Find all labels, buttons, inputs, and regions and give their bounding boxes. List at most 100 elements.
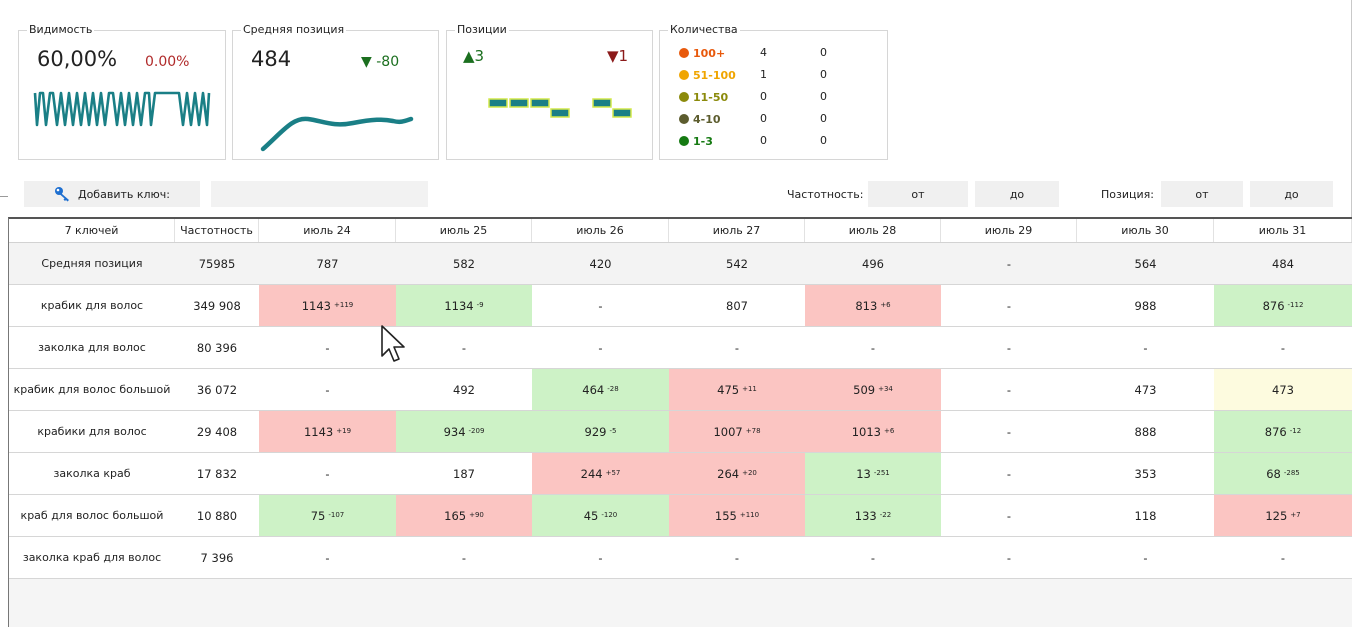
counts-widget: Количества 100+ 4 0 51-100 1 0 11-50 0 0 4-10 0 0 1-… [659, 23, 888, 160]
table-row[interactable]: заколка для волос 80 396 - - - - - - - - [9, 327, 1352, 369]
position-cell: 813 +6 [805, 285, 941, 326]
position-value: 13 [856, 466, 871, 481]
avg-position-value: 484 [251, 47, 292, 71]
position-value: - [1006, 508, 1012, 523]
position-value: 1143 [303, 424, 334, 439]
table-row[interactable]: крабики для волос 29 408 1143 +19 934 -209 929… [9, 411, 1352, 453]
position-cell: - [259, 453, 396, 494]
position-cell: 934 -209 [396, 411, 532, 452]
position-cell: 264 +20 [669, 453, 805, 494]
position-cell: 155 +110 [669, 495, 805, 536]
position-cell: 244 +57 [532, 453, 669, 494]
header-keywords[interactable]: 7 ключей [9, 219, 175, 242]
position-cell: 876 -112 [1214, 285, 1352, 326]
position-cell: 807 [669, 285, 805, 326]
position-change: -22 [879, 510, 892, 519]
frequency-cell: 80 396 [196, 340, 238, 355]
header-date[interactable]: июль 25 [396, 219, 532, 242]
position-change: -9 [476, 300, 484, 309]
position-to-input[interactable]: до [1250, 181, 1333, 207]
header-date[interactable]: июль 28 [805, 219, 941, 242]
status-dot-icon [679, 114, 689, 124]
position-value: 934 [443, 424, 466, 439]
position-value: - [598, 298, 603, 313]
position-value: 484 [1272, 256, 1294, 271]
table-row[interactable]: крабик для волос большой 36 072 - 492 464 -28… [9, 369, 1352, 411]
keyword-cell: заколка краб для волос [22, 551, 162, 564]
position-cell: 929 -5 [532, 411, 669, 452]
positions-up-value: 3 [474, 47, 485, 65]
position-from-input[interactable]: от [1161, 181, 1243, 207]
position-cell: - [1077, 537, 1214, 578]
position-value: 813 [855, 298, 878, 313]
header-date[interactable]: июль 29 [941, 219, 1077, 242]
position-value: - [734, 550, 740, 565]
counts-row-label: 51-100 [693, 68, 736, 82]
counts-row-label: 4-10 [693, 112, 721, 126]
counts-row: 100+ [679, 43, 725, 63]
frequency-cell: 7 396 [200, 550, 234, 565]
position-value: 509 [853, 382, 876, 397]
position-cell: 420 [532, 243, 669, 284]
positions-up-group: ▲3 [463, 47, 484, 65]
position-value: - [870, 550, 876, 565]
position-cell: - [941, 243, 1077, 284]
position-value: 988 [1134, 298, 1157, 313]
positions-sparkline [488, 98, 632, 118]
position-value: - [734, 340, 740, 355]
position-cell: 133 -22 [805, 495, 941, 536]
position-cell: 888 [1077, 411, 1214, 452]
counts-row-value: 4 [760, 46, 767, 59]
position-value: - [1006, 424, 1012, 439]
table-row[interactable]: крабик для волос 349 908 1143 +119 1134 -9-80… [9, 285, 1352, 327]
position-cell: 125 +7 [1214, 495, 1352, 536]
position-change: +119 [334, 300, 354, 309]
header-date[interactable]: июль 24 [259, 219, 396, 242]
position-cell: - [669, 537, 805, 578]
table-row[interactable]: краб для волос большой 10 880 75 -107 165 +90… [9, 495, 1352, 537]
position-value: 118 [1134, 508, 1157, 523]
position-cell: - [396, 537, 532, 578]
position-change: +34 [878, 384, 893, 393]
counts-row-value: 0 [820, 90, 827, 103]
table-row[interactable]: заколка краб для волос 7 396 - - - - - - - - [9, 537, 1352, 579]
position-value: 420 [589, 256, 612, 271]
table-row[interactable]: заколка краб 17 832-187 244 +57 264 +20 13 -251… [9, 453, 1352, 495]
position-cell: - [669, 327, 805, 368]
frequency-from-input[interactable]: от [868, 181, 968, 207]
position-cell: - [941, 495, 1077, 536]
frequency-cell: 17 832 [196, 466, 238, 481]
header-date[interactable]: июль 30 [1077, 219, 1214, 242]
positions-down-value: 1 [618, 47, 629, 65]
status-dot-icon [679, 70, 689, 80]
position-value: - [1143, 340, 1148, 355]
position-value: 542 [726, 256, 748, 271]
average-position-row[interactable]: Средняя позиция 75985 787 582 420 542 496 - 564 4… [9, 243, 1352, 285]
header-frequency[interactable]: Частотность [175, 219, 259, 242]
position-change: -251 [873, 468, 890, 477]
keyword-cell: Средняя позиция [41, 257, 143, 270]
add-key-input[interactable] [211, 181, 428, 207]
position-value: - [1006, 382, 1012, 397]
position-change: +20 [742, 468, 757, 477]
header-date[interactable]: июль 31 [1214, 219, 1352, 242]
position-value: - [1006, 298, 1012, 313]
header-date[interactable]: июль 26 [532, 219, 669, 242]
position-cell: 876 -12 [1214, 411, 1352, 452]
position-change: -12 [1289, 426, 1302, 435]
visibility-value: 60,00% [37, 47, 118, 71]
keyword-cell: крабик для волос [40, 299, 144, 312]
avg-position-title: Средняя позиция [241, 23, 347, 36]
counts-row-label: 1-3 [693, 134, 713, 148]
frequency-to-input[interactable]: до [975, 181, 1059, 207]
position-change: +90 [469, 510, 484, 519]
header-date[interactable]: июль 27 [669, 219, 805, 242]
counts-title: Количества [668, 23, 740, 36]
add-key-button[interactable]: Добавить ключ: [24, 181, 200, 207]
left-divider-tick [0, 196, 8, 197]
position-value: 244 [580, 466, 603, 481]
position-change: +78 [745, 426, 761, 435]
position-cell: 464 -28 [532, 369, 669, 410]
position-change: -28 [607, 384, 619, 393]
positions-widget: Позиции ▲3 ▼1 [446, 23, 653, 160]
